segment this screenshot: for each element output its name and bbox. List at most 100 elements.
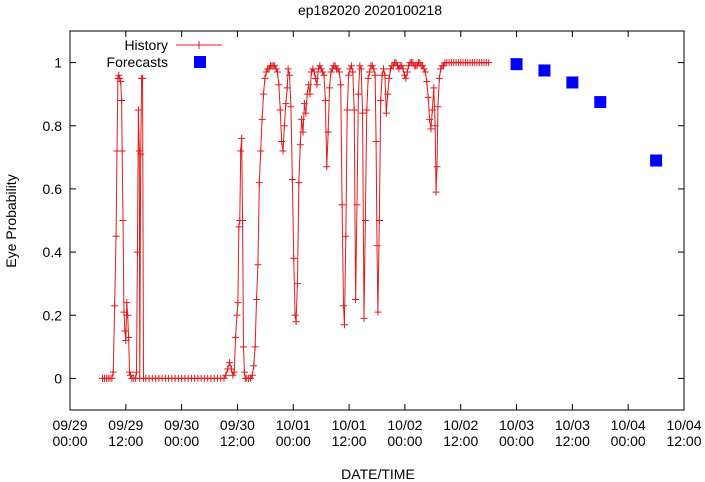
history-point	[360, 314, 368, 322]
y-tick-label: 0	[54, 370, 62, 386]
y-axis-label: Eye Probability	[3, 174, 19, 267]
x-tick-label-time: 12:00	[666, 433, 701, 449]
x-axis-label: DATE/TIME	[341, 466, 415, 482]
x-tick-label-time: 00:00	[52, 433, 87, 449]
history-point	[299, 128, 307, 136]
history-point	[126, 368, 134, 376]
history-point	[240, 343, 247, 351]
history-point	[255, 179, 263, 187]
history-point	[108, 374, 116, 382]
history-point	[118, 96, 126, 104]
history-point	[235, 223, 243, 231]
history-point	[317, 65, 325, 73]
history-point	[354, 90, 362, 98]
history-point	[116, 74, 124, 82]
history-point	[381, 71, 389, 79]
history-point	[324, 128, 332, 136]
history-point	[237, 147, 245, 155]
history-point	[290, 254, 298, 262]
history-point	[343, 106, 351, 114]
x-tick-label-date: 10/02	[387, 417, 422, 433]
history-point	[384, 90, 392, 98]
y-tick-label: 0.8	[43, 118, 63, 134]
forecasts-series	[510, 58, 663, 167]
history-point	[229, 371, 237, 379]
history-point	[368, 62, 376, 70]
history-point	[232, 333, 240, 341]
history-point	[248, 371, 256, 379]
x-tick-label-time: 00:00	[276, 433, 311, 449]
x-tick-label-time: 12:00	[555, 433, 590, 449]
history-point	[428, 106, 436, 114]
x-tick-label-date: 10/04	[666, 417, 701, 433]
history-point	[250, 362, 258, 370]
history-point	[222, 371, 230, 379]
history-point	[398, 62, 406, 70]
history-point	[375, 217, 383, 224]
history-point	[273, 68, 281, 76]
history-point	[382, 109, 390, 117]
history-point	[283, 84, 291, 92]
history-point	[220, 374, 228, 382]
history-point	[353, 201, 361, 209]
history-point	[118, 147, 126, 155]
history-point	[109, 368, 117, 376]
history-point	[230, 368, 238, 376]
history-point	[253, 295, 261, 303]
history-point	[313, 81, 321, 89]
history-point	[282, 100, 290, 108]
forecast-point	[538, 64, 551, 77]
history-point	[291, 311, 299, 319]
y-axis-ticks: 0 0.2 0.4 0.6 0.8 1	[43, 55, 684, 386]
history-point	[117, 78, 125, 86]
history-point	[123, 299, 131, 307]
history-point	[342, 232, 350, 240]
history-point	[370, 65, 378, 73]
history-point	[433, 163, 441, 171]
history-point	[126, 371, 134, 379]
history-point	[421, 68, 429, 76]
x-tick-label-date: 09/30	[164, 417, 199, 433]
history-point	[296, 141, 304, 149]
y-tick-label: 0.4	[43, 244, 63, 260]
history-point	[338, 201, 346, 209]
history-point	[434, 103, 442, 111]
history-point	[293, 280, 301, 288]
history-point	[385, 74, 393, 82]
history-point	[320, 71, 328, 79]
x-tick-label-time: 00:00	[499, 433, 534, 449]
legend-history-label: History	[124, 37, 168, 53]
history-point	[112, 232, 120, 240]
x-tick-label-time: 00:00	[387, 433, 422, 449]
history-point	[373, 242, 381, 250]
history-point	[420, 65, 428, 73]
history-point	[295, 179, 303, 187]
history-point	[111, 302, 119, 310]
history-point	[278, 138, 286, 146]
x-tick-label-time: 00:00	[164, 433, 199, 449]
legend-forecasts-label: Forecasts	[107, 54, 168, 70]
history-point	[115, 71, 123, 79]
history-point	[371, 71, 379, 79]
history-point	[135, 147, 143, 155]
history-point	[119, 217, 127, 224]
history-point	[337, 81, 345, 89]
plot-area-frame	[69, 30, 685, 411]
history-point	[233, 311, 241, 319]
history-point	[251, 343, 259, 351]
history-point	[305, 81, 313, 89]
history-point	[323, 163, 331, 171]
x-tick-label-time: 12:00	[332, 433, 367, 449]
history-point	[431, 122, 439, 130]
history-point	[275, 81, 283, 89]
history-point	[347, 62, 355, 70]
history-point	[361, 217, 369, 224]
forecast-point	[594, 96, 607, 109]
history-point	[261, 74, 269, 82]
history-point	[440, 62, 448, 70]
y-tick-label: 1	[54, 55, 62, 71]
history-point	[246, 374, 254, 382]
history-point	[340, 302, 348, 310]
history-point	[485, 59, 493, 67]
history-point	[271, 62, 279, 70]
